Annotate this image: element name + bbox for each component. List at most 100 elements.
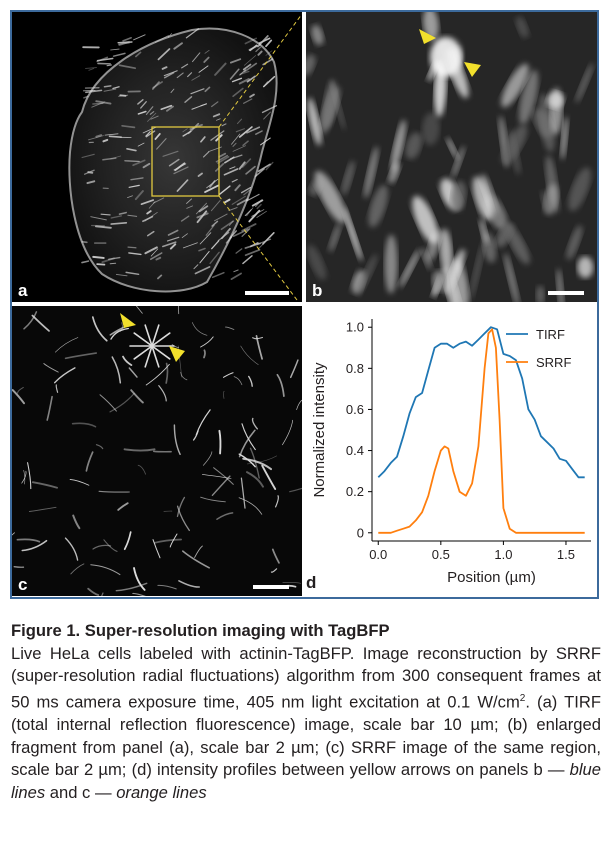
texture-fiber <box>242 63 252 71</box>
texture-fiber <box>262 232 275 245</box>
texture-filament <box>132 592 146 596</box>
enlarged-tirf-image <box>306 12 597 302</box>
texture-fiber <box>125 271 140 276</box>
texture-fiber <box>211 271 225 279</box>
texture-fiber <box>127 195 133 198</box>
legend-label-tirf: TIRF <box>536 327 565 342</box>
texture-fiber <box>186 198 192 204</box>
texture-filament <box>173 424 181 456</box>
texture-fiber <box>198 205 209 213</box>
texture-fiber <box>94 225 112 229</box>
texture-filament <box>87 587 100 596</box>
texture-fiber <box>229 166 236 170</box>
texture-filament <box>240 345 259 365</box>
texture-fiber <box>118 40 130 46</box>
texture-fiber <box>262 58 274 66</box>
texture-filament <box>128 367 138 378</box>
texture-fiber <box>117 41 133 44</box>
texture-fiber <box>160 104 173 111</box>
texture-fiber <box>243 62 258 73</box>
texture-blob <box>328 223 341 253</box>
texture-filament <box>151 345 160 368</box>
texture-filament <box>135 306 143 314</box>
texture-filament <box>91 316 108 342</box>
texture-blob <box>451 181 467 212</box>
texture-fiber <box>261 105 278 114</box>
texture-fiber <box>199 232 212 245</box>
texture-fiber <box>85 89 103 94</box>
texture-fiber <box>216 118 221 121</box>
texture-filament <box>216 512 234 520</box>
texture-fiber <box>95 134 103 138</box>
texture-fiber <box>95 100 112 105</box>
texture-fiber <box>112 52 126 57</box>
texture-fiber <box>86 180 96 185</box>
texture-blob <box>469 242 485 300</box>
texture-filament <box>194 545 203 558</box>
texture-fiber <box>232 142 237 147</box>
texture-blob <box>547 91 565 109</box>
texture-filament <box>176 505 190 532</box>
texture-fiber <box>106 64 113 67</box>
texture-filament <box>275 495 279 508</box>
texture-fiber <box>187 72 193 78</box>
texture-fiber <box>232 87 244 98</box>
texture-fiber <box>243 55 257 66</box>
roi-box <box>151 126 220 197</box>
texture-fiber <box>137 142 145 147</box>
texture-filament <box>119 322 123 332</box>
texture-fiber <box>236 118 243 125</box>
caption-and-c: and c — <box>49 782 112 802</box>
texture-filament <box>157 584 177 590</box>
texture-filament <box>43 363 59 373</box>
texture-filament <box>69 478 90 486</box>
panel-label-d: d <box>306 573 317 592</box>
texture-blob <box>343 206 363 261</box>
texture-blob <box>451 145 465 178</box>
caption-orange-lines: orange lines <box>116 782 207 802</box>
texture-fiber <box>144 212 158 222</box>
texture-blob <box>311 24 324 46</box>
texture-fiber <box>128 252 142 256</box>
texture-fiber <box>194 266 211 275</box>
texture-fiber <box>212 113 221 118</box>
series-line-tirf <box>377 326 585 479</box>
texture-fiber <box>150 248 159 257</box>
texture-fiber <box>203 56 210 63</box>
texture-fiber <box>118 42 130 45</box>
texture-fiber <box>243 189 251 196</box>
texture-filament <box>115 582 148 592</box>
texture-fiber <box>257 35 269 48</box>
texture-fiber <box>248 44 259 51</box>
texture-fiber <box>140 199 155 206</box>
texture-filament <box>211 475 231 496</box>
texture-fiber <box>244 248 261 257</box>
texture-fiber <box>167 33 173 38</box>
texture-filament <box>90 564 121 576</box>
texture-fiber <box>187 122 200 135</box>
texture-filament <box>282 582 302 584</box>
texture-filament <box>17 386 24 394</box>
texture-fiber <box>85 67 97 69</box>
texture-blob <box>540 190 550 213</box>
texture-fiber <box>180 215 190 222</box>
texture-filament <box>203 349 206 359</box>
texture-fiber <box>161 66 168 70</box>
texture-fiber <box>163 72 175 79</box>
texture-filament <box>195 409 211 436</box>
texture-filament <box>21 470 27 484</box>
texture-blob <box>439 228 453 275</box>
texture-filament <box>71 422 97 428</box>
y-tick-label: 0.2 <box>346 484 364 499</box>
texture-filament <box>213 467 234 485</box>
texture-filament <box>222 372 234 378</box>
texture-fiber <box>246 126 261 134</box>
texture-filament <box>241 423 256 451</box>
texture-fiber <box>162 241 177 248</box>
texture-fiber <box>242 140 249 147</box>
x-tick-label: 1.0 <box>494 547 512 562</box>
texture-fiber <box>108 256 121 260</box>
texture-fiber <box>130 177 144 181</box>
chart-axes: 0.0 0.5 1.0 1.5 0 0.2 0.4 0.6 0.8 1.0 <box>346 319 591 562</box>
texture-filament <box>225 326 235 330</box>
